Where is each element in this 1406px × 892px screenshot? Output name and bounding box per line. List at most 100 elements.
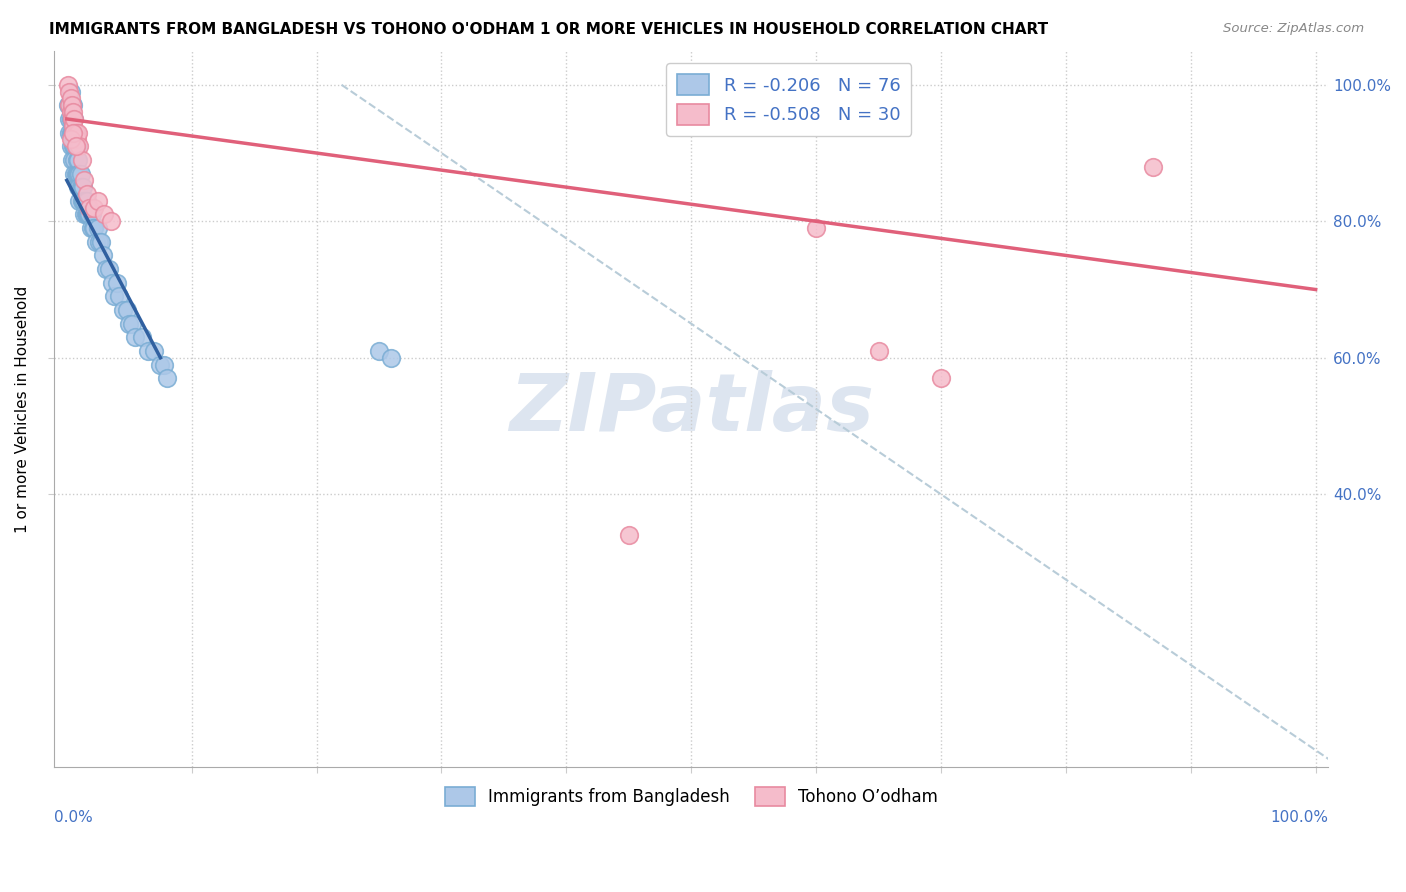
Point	[87, 221, 110, 235]
Point	[65, 139, 87, 153]
Point	[84, 235, 107, 249]
Point	[65, 126, 87, 140]
Point	[59, 126, 82, 140]
Point	[76, 207, 98, 221]
Point	[156, 371, 179, 385]
Point	[60, 126, 83, 140]
Point	[80, 207, 103, 221]
Point	[60, 112, 83, 126]
Point	[72, 180, 94, 194]
Point	[56, 98, 79, 112]
Point	[76, 186, 98, 201]
Point	[63, 112, 86, 126]
Point	[59, 139, 82, 153]
Point	[67, 139, 90, 153]
Y-axis label: 1 or more Vehicles in Household: 1 or more Vehicles in Household	[15, 285, 30, 533]
Point	[62, 119, 84, 133]
Point	[149, 358, 172, 372]
Point	[105, 276, 128, 290]
Point	[70, 180, 93, 194]
Point	[89, 235, 111, 249]
Point	[118, 317, 141, 331]
Point	[58, 126, 80, 140]
Point	[59, 112, 82, 126]
Point	[72, 194, 94, 208]
Point	[56, 78, 79, 92]
Point	[60, 98, 83, 112]
Point	[83, 221, 105, 235]
Point	[93, 207, 115, 221]
Point	[60, 112, 83, 126]
Point	[100, 276, 122, 290]
Text: IMMIGRANTS FROM BANGLADESH VS TOHONO O'ODHAM 1 OR MORE VEHICLES IN HOUSEHOLD COR: IMMIGRANTS FROM BANGLADESH VS TOHONO O'O…	[49, 22, 1049, 37]
Point	[368, 343, 391, 358]
Point	[868, 343, 890, 358]
Point	[59, 132, 82, 146]
Point	[73, 173, 96, 187]
Text: Source: ZipAtlas.com: Source: ZipAtlas.com	[1223, 22, 1364, 36]
Point	[66, 139, 89, 153]
Point	[115, 303, 138, 318]
Point	[67, 194, 90, 208]
Point	[60, 153, 83, 167]
Point	[67, 180, 90, 194]
Point	[153, 358, 176, 372]
Point	[69, 167, 91, 181]
Point	[58, 98, 80, 112]
Point	[67, 167, 90, 181]
Legend: Immigrants from Bangladesh, Tohono O’odham: Immigrants from Bangladesh, Tohono O’odh…	[437, 780, 945, 813]
Point	[65, 126, 87, 140]
Point	[69, 180, 91, 194]
Point	[804, 221, 827, 235]
Point	[62, 112, 84, 126]
Point	[58, 112, 80, 126]
Point	[59, 98, 82, 112]
Point	[124, 330, 146, 344]
Point	[83, 201, 105, 215]
Point	[380, 351, 402, 365]
Point	[79, 221, 101, 235]
Point	[136, 343, 159, 358]
Text: ZIPatlas: ZIPatlas	[509, 370, 873, 448]
Point	[111, 303, 134, 318]
Text: 0.0%: 0.0%	[55, 810, 93, 825]
Point	[103, 289, 125, 303]
Point	[59, 85, 82, 99]
Point	[89, 235, 111, 249]
Point	[62, 105, 84, 120]
Point	[77, 207, 100, 221]
Point	[77, 207, 100, 221]
Point	[87, 194, 110, 208]
Point	[63, 139, 86, 153]
Point	[63, 167, 86, 181]
Point	[73, 194, 96, 208]
Point	[75, 194, 97, 208]
Point	[66, 153, 89, 167]
Point	[58, 98, 80, 112]
Point	[100, 214, 122, 228]
Point	[62, 139, 84, 153]
Point	[121, 317, 143, 331]
Point	[67, 153, 90, 167]
Point	[929, 371, 952, 385]
Point	[66, 132, 89, 146]
Point	[66, 167, 89, 181]
Point	[70, 194, 93, 208]
Point	[63, 126, 86, 140]
Point	[75, 207, 97, 221]
Point	[65, 139, 87, 153]
Point	[63, 153, 86, 167]
Point	[62, 126, 84, 140]
Point	[67, 167, 90, 181]
Point	[62, 126, 84, 140]
Point	[131, 330, 153, 344]
Point	[60, 98, 83, 112]
Point	[65, 167, 87, 181]
Point	[58, 85, 80, 99]
Point	[1142, 160, 1164, 174]
Text: 100.0%: 100.0%	[1270, 810, 1329, 825]
Point	[63, 112, 86, 126]
Point	[98, 262, 121, 277]
Point	[143, 343, 166, 358]
Point	[617, 528, 640, 542]
